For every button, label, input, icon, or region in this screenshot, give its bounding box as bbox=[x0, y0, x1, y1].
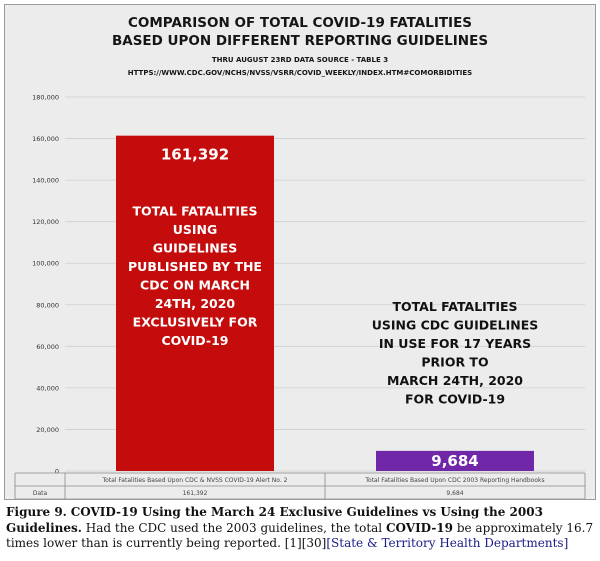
bar-2-label-line: USING CDC GUIDELINES bbox=[372, 318, 539, 333]
y-tick-label: 20,000 bbox=[36, 426, 59, 434]
caption-figure-label: Figure 9. bbox=[6, 505, 67, 519]
category-label: Total Fatalities Based Upon CDC & NVSS C… bbox=[101, 477, 287, 484]
data-table-value: 9,684 bbox=[446, 490, 463, 497]
bar-2-label-line: TOTAL FATALITIES bbox=[392, 299, 517, 314]
caption-bold-word: COVID-19 bbox=[385, 520, 453, 535]
bar-2-value-label: 9,684 bbox=[431, 452, 478, 470]
bar-1-label-line: 24TH, 2020 bbox=[155, 296, 236, 311]
caption-bold-title: COVID-19 Using the March 24 Exclusive Gu… bbox=[6, 505, 543, 535]
y-tick-label: 40,000 bbox=[36, 384, 59, 392]
chart-title-line1: COMPARISON OF TOTAL COVID-19 FATALITIES bbox=[128, 15, 472, 31]
bar-1-label-line: EXCLUSIVELY FOR bbox=[133, 314, 258, 329]
y-tick-label: 0 bbox=[55, 468, 59, 476]
chart-frame: COMPARISON OF TOTAL COVID-19 FATALITIES … bbox=[4, 4, 596, 500]
caption-text-part1: Had the CDC used the 2003 guidelines, th… bbox=[85, 520, 383, 535]
bar-1-label-line: USING bbox=[173, 222, 218, 237]
chart-source-url: HTTPS://WWW.CDC.GOV/NCHS/NVSS/VSRR/COVID… bbox=[128, 69, 472, 77]
y-tick-label: 80,000 bbox=[36, 301, 59, 309]
bar-2-label-line: MARCH 24TH, 2020 bbox=[387, 373, 523, 388]
bar-2-label-line: FOR COVID-19 bbox=[405, 392, 505, 407]
bar-1-label-line: PUBLISHED BY THE bbox=[128, 259, 262, 274]
data-table: Total Fatalities Based Upon CDC & NVSS C… bbox=[14, 472, 586, 499]
y-axis-ticks: 0 20,000 40,000 60,000 80,000 100,000 120,000 1… bbox=[32, 94, 59, 476]
caption-source-link[interactable]: [State & Territory Health Departments] bbox=[326, 536, 569, 550]
bar-1 bbox=[116, 135, 274, 472]
bar-1-label-line: CDC ON MARCH bbox=[140, 277, 250, 292]
y-tick-label: 140,000 bbox=[32, 177, 59, 185]
bar-2 bbox=[376, 450, 534, 471]
bar-chart: COMPARISON OF TOTAL COVID-19 FATALITIES … bbox=[14, 15, 586, 499]
bar-1-label-line: COVID-19 bbox=[162, 333, 229, 348]
y-tick-label: 60,000 bbox=[36, 343, 59, 351]
bar-1-label-line: TOTAL FATALITIES bbox=[132, 203, 257, 218]
data-table-value: 161,392 bbox=[183, 490, 208, 497]
figure-caption: Figure 9. COVID-19 Using the March 24 Ex… bbox=[6, 505, 594, 552]
bar-1-label-line: GUIDELINES bbox=[153, 240, 238, 255]
bar-1-value-label: 161,392 bbox=[161, 146, 229, 164]
bar-2-label-line: PRIOR TO bbox=[421, 355, 488, 370]
chart-subtitle: THRU AUGUST 23RD DATA SOURCE - TABLE 3 bbox=[212, 56, 388, 64]
y-tick-label: 120,000 bbox=[32, 218, 59, 226]
category-label: Total Fatalities Based Upon CDC 2003 Rep… bbox=[364, 477, 544, 484]
y-tick-label: 180,000 bbox=[32, 94, 59, 102]
bar-2-label-line: IN USE FOR 17 YEARS bbox=[379, 336, 531, 351]
data-table-row-label: Data bbox=[33, 490, 48, 497]
bars: 161,392 TOTAL FATALITIES USING GUIDELINES PU… bbox=[116, 135, 539, 472]
caption-text-part2: be approximately 16.7 times lower than i… bbox=[6, 520, 594, 551]
y-tick-label: 160,000 bbox=[32, 135, 59, 143]
y-tick-label: 100,000 bbox=[32, 260, 59, 268]
chart-title-line2: BASED UPON DIFFERENT REPORTING GUIDELINE… bbox=[112, 33, 488, 49]
